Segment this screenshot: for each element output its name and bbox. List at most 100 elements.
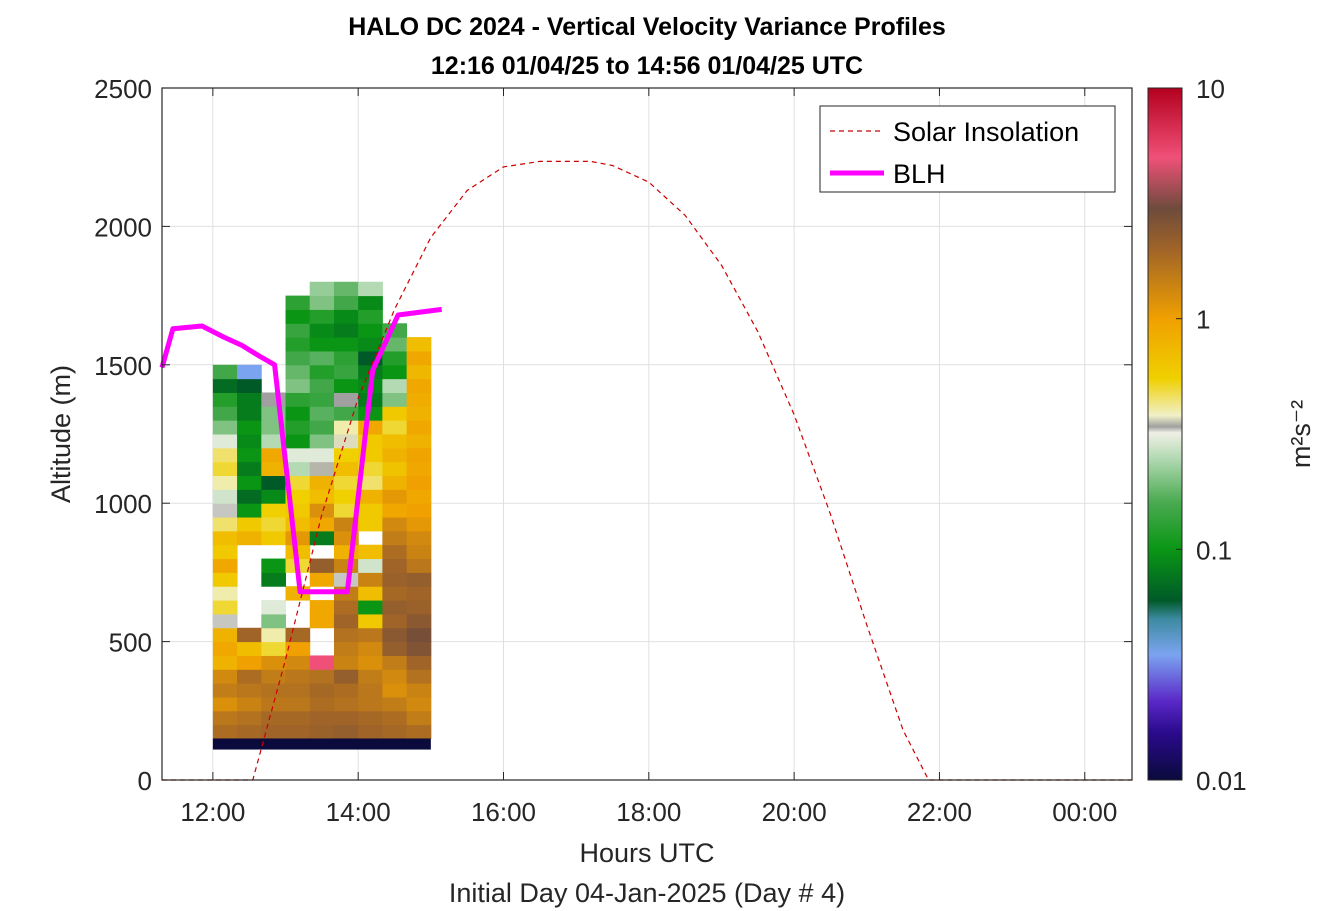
heatmap-cell (309, 475, 335, 490)
heatmap-cell (309, 420, 335, 435)
heatmap-cell (212, 683, 238, 698)
heatmap-cell (358, 489, 383, 504)
heatmap-cell (212, 696, 238, 712)
heatmap-cell (358, 724, 383, 739)
heatmap-cell (309, 406, 335, 421)
heatmap-cell (358, 600, 383, 615)
heatmap-cell (309, 281, 335, 297)
heatmap-cell (309, 309, 335, 324)
heatmap-cell (212, 600, 238, 615)
x-axis-ticks: 12:00 14:00 16:00 18:00 20:00 22:00 00:00 (180, 88, 1117, 827)
x-tick-label: 20:00 (762, 797, 827, 827)
heatmap-cell (261, 461, 287, 477)
heatmap-cell (358, 558, 383, 573)
y-tick-label: 500 (109, 628, 152, 658)
y-axis-ticks: 0 500 1000 1500 2000 2500 (94, 74, 1132, 796)
y-tick-label: 2500 (94, 74, 152, 104)
heatmap-cell (212, 503, 238, 518)
heatmap-cell (333, 378, 359, 393)
heatmap-cell (309, 696, 335, 712)
heatmap-cell (261, 683, 287, 698)
legend-blh-label: BLH (893, 159, 946, 189)
legend-solar-label: Solar Insolation (893, 117, 1079, 147)
heatmap-cell (285, 337, 311, 352)
heatmap-cell (237, 627, 262, 643)
heatmap-cell (285, 295, 311, 310)
heatmap-cell (382, 364, 408, 380)
heatmap-cell (382, 627, 408, 643)
colorbar: 0.01 0.1 1 10 m²s⁻² (1147, 74, 1316, 796)
heatmap-cell (309, 295, 335, 310)
heatmap-cell (333, 710, 359, 726)
heatmap-cell (212, 613, 238, 629)
heatmap-cell (309, 683, 335, 698)
heatmap-cell (261, 392, 287, 407)
heatmap-cell (261, 447, 287, 463)
heatmap-cell (261, 530, 287, 546)
heatmap-cell (237, 406, 262, 421)
heatmap-cell (285, 641, 311, 656)
heatmap-cell (406, 447, 432, 463)
heatmap-cell (237, 530, 262, 546)
heatmap-cell (382, 350, 408, 366)
heatmap-cell (261, 600, 287, 615)
heatmap-cell (406, 586, 432, 601)
heatmap-cell (406, 558, 432, 573)
heatmap-cell (285, 683, 311, 698)
x-tick-label: 00:00 (1052, 797, 1117, 827)
heatmap-cell (237, 461, 262, 477)
heatmap-cell (237, 517, 262, 532)
heatmap-cell (382, 420, 408, 435)
heatmap-cell (285, 655, 311, 670)
heatmap-cell (261, 558, 287, 573)
heatmap-cell (285, 627, 311, 643)
heatmap-cell (212, 627, 238, 643)
heatmap-cell (406, 461, 432, 477)
heatmap-cell (237, 641, 262, 656)
heatmap-cell (333, 683, 359, 698)
heatmap-cell (333, 364, 359, 380)
heatmap-cell (212, 738, 431, 750)
heatmap-cell (309, 613, 335, 629)
heatmap-cell (406, 434, 432, 449)
heatmap-cell (309, 350, 335, 366)
heatmap-cell (261, 696, 287, 712)
x-tick-label: 22:00 (907, 797, 972, 827)
x-tick-label: 16:00 (471, 797, 536, 827)
heatmap-cell (406, 489, 432, 504)
heatmap-cell (333, 641, 359, 656)
heatmap-cell (358, 696, 383, 712)
heatmap-cell (237, 696, 262, 712)
heatmap-cell (358, 586, 383, 601)
heatmap-cell (358, 309, 383, 324)
heatmap-cell (212, 530, 238, 546)
heatmap-cell (285, 434, 311, 449)
heatmap-cell (382, 710, 408, 726)
heatmap-cell (382, 655, 408, 670)
heatmap-cell (333, 600, 359, 615)
heatmap-cell (333, 350, 359, 366)
heatmap-cell (261, 669, 287, 684)
heatmap-cell (309, 503, 335, 518)
heatmap-cell (358, 655, 383, 670)
heatmap-cell (309, 669, 335, 684)
heatmap-cell (309, 517, 335, 532)
heatmap-cell (261, 627, 287, 643)
heatmap-cell (261, 517, 287, 532)
heatmap-cell (333, 669, 359, 684)
heatmap-cell (406, 710, 432, 726)
heatmap-cell (285, 392, 311, 407)
heatmap-cell (406, 392, 432, 407)
heatmap-cell (261, 434, 287, 449)
heatmap-cell (261, 489, 287, 504)
heatmap-cell (309, 489, 335, 504)
heatmap-cell (358, 406, 383, 421)
heatmap-cell (333, 613, 359, 629)
heatmap-cell (382, 447, 408, 463)
heatmap-cell (285, 323, 311, 338)
heatmap-cell (358, 683, 383, 698)
heatmap-cell (358, 295, 383, 310)
heatmap-cell (212, 655, 238, 670)
heatmap-cell (309, 392, 335, 407)
